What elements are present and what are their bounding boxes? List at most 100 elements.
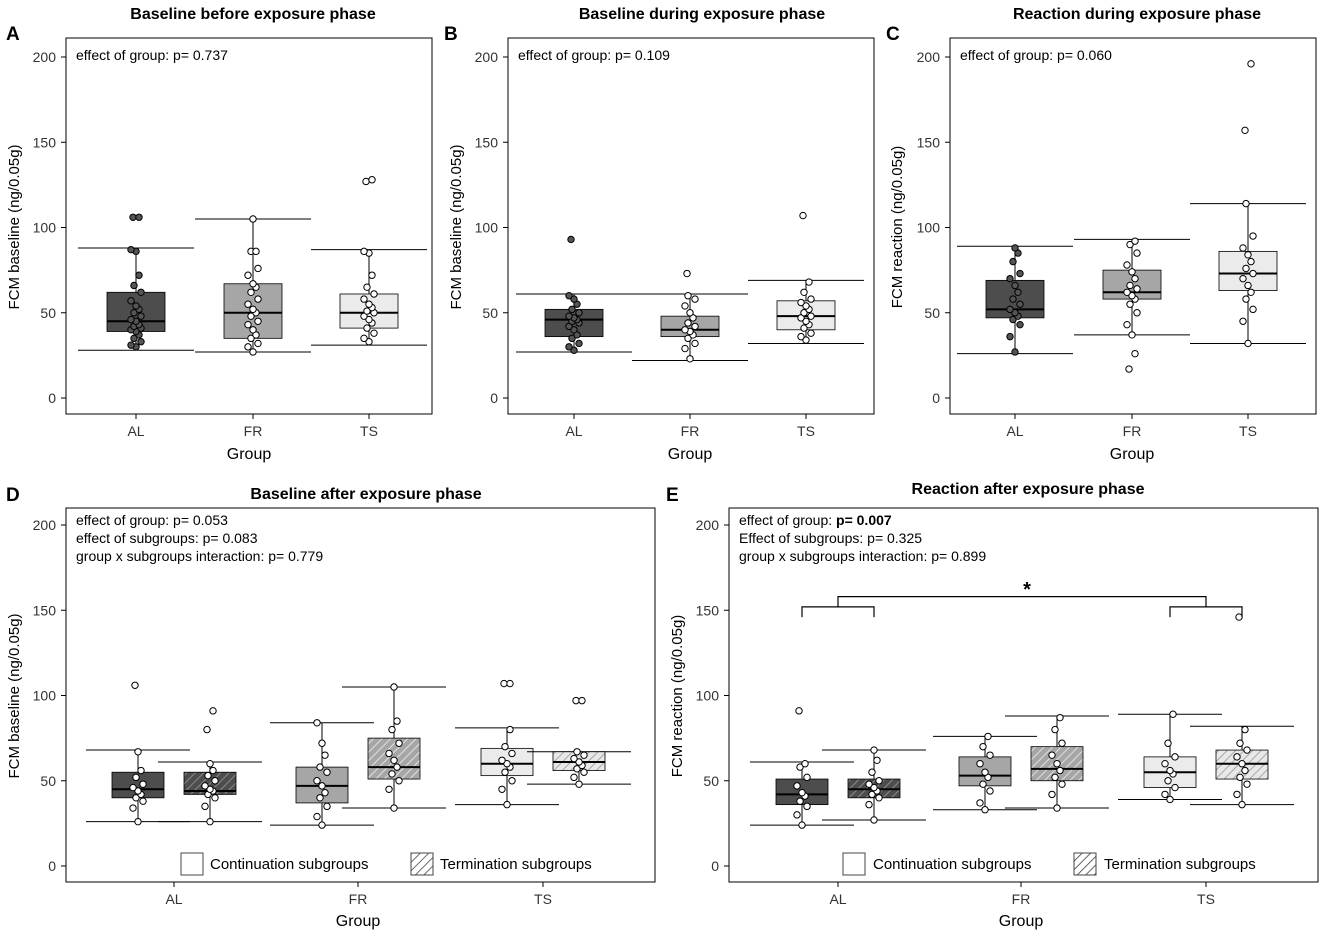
panel-d-ytick-label-4: 200 [33,517,57,533]
panel-d-box-fr-hatch-point-9 [393,717,401,725]
panel-b-ytick-label-4: 200 [475,49,499,65]
panel-c-box-al-solid-point-12 [1016,269,1024,278]
panel-a-annotation-0: effect of group: p= 0.737 [76,47,228,63]
panel-c-box-al-solid-point-5 [1011,309,1019,317]
panel-c-xtick-label-1: FR [1123,423,1142,439]
panel-b-box-fr-solid-point-12 [691,295,699,303]
panel-d-box-al-hatch-outlier-1 [209,707,217,715]
panel-d-box-fr-hatch-point-3 [388,770,396,778]
panel-d-box-fr-hatch-point-6 [385,749,393,758]
panel-e-box-fr-solid-point-7 [986,751,994,759]
panel-c-box-fr-solid-point-10 [1128,268,1136,276]
panel-e-box-ts-hatch-point-0 [1238,800,1246,809]
panel-e-box-al-solid-point-3 [796,797,804,805]
panel-e-bracket-right [1169,606,1243,618]
panel-c-box-al-solid-point-1 [1006,332,1014,341]
panel-b-box-al-solid-point-15 [570,295,578,303]
panel-e-box-al-hatch-point-5 [870,783,878,792]
panel-c-box-al-solid-point-6 [1006,305,1014,314]
panel-c-box-fr-solid-point-11 [1123,261,1131,269]
panel-c-box-ts-solid-point-0 [1244,339,1252,348]
panel-c-box-fr-solid-point-6 [1123,288,1131,296]
panel-c-ytick-label-1: 50 [924,305,940,321]
panel-b-box-ts-solid-point-11 [797,298,805,307]
panel-c-ylabel: FCM reaction (ng/0.05g) [889,146,906,309]
panel-e-ylabel: FCM reaction (ng/0.05g) [669,615,686,778]
panel-d-box-al-hatch-point-6 [201,782,209,790]
panel-c-box-ts-solid-point-5 [1244,281,1252,290]
panel-a-box-fr-solid-point-1 [244,343,252,351]
panel-e-xlabel: Group [999,913,1044,930]
panel-b-box-al-solid-point-3 [568,334,576,343]
panel-e-ytick-label-3: 150 [696,602,720,618]
panel-a-xlabel: Group [227,446,272,463]
panel-a-ylabel: FCM baseline (ng/0.05g) [6,144,23,309]
panel-b-box-al-solid-point-13 [568,305,576,314]
panel-e-xtick-label-1: FR [1012,891,1031,907]
panel-b-ytick-label-2: 100 [475,220,499,236]
panel-b-box-ts-solid-point-8 [800,309,808,317]
panel-e-box-fr-hatch-point-3 [1051,773,1059,782]
panel-c-box-ts-solid-outlier-1 [1247,60,1255,68]
panel-c-xtick-label-2: TS [1239,423,1257,439]
panel-d-box-ts-solid-point-6 [498,756,506,764]
panel-a-box-fr-solid-point-13 [247,288,255,296]
panel-e-box-al-solid-point-7 [803,773,811,782]
panel-a-plot: 0 50 100 150 200 AL FR TS [33,37,433,439]
panel-d-frame [65,507,656,883]
panel-d-annotation-2-prefix: group x subgroups interaction: [76,548,268,564]
panel-e-box-fr-hatch-point-2 [1058,780,1066,788]
panel-c-box-ts-solid-point-12 [1249,232,1257,240]
panel-b-box-fr-solid-point-1 [681,344,689,353]
panel-b-xtick-label-2: TS [797,423,815,439]
panel-d-box-al-solid-point-7 [139,780,147,788]
panel-e-box-al-solid-outlier-0 [795,707,803,715]
panel-d-ylabel: FCM baseline (ng/0.05g) [6,613,23,778]
panel-d-ytick-label-0: 0 [48,858,56,874]
panel-c-box-ts-solid-point-11 [1239,244,1247,252]
panel-c-box-ts-solid-point-6 [1239,274,1247,283]
panel-e-annotation-1: Effect of subgroups: p= 0.325 [739,530,922,546]
panel-e-box-ts-hatch-point-6 [1233,753,1241,761]
panel-d-box-al-hatch-point-10 [206,760,214,768]
panel-e-box-ts-hatch-point-2 [1243,780,1251,788]
panel-a-box-al-solid-point-2 [137,338,145,346]
panel-d-box-al-hatch-point-1 [201,802,209,811]
panel-d-box-ts-hatch-outlier-1 [578,696,586,705]
panel-c-box-al-solid-point-2 [1016,320,1024,329]
panel-a-box-ts-solid-point-3 [363,324,371,332]
panel-c-box-fr-solid-point-3 [1126,300,1134,308]
panel-c-xlabel: Group [1110,446,1155,463]
panel-e-box-fr-solid-point-1 [976,799,984,807]
panel-a-annotation-0-prefix: effect of group: [76,47,173,63]
panel-a-box-fr-solid-point-19 [252,247,260,256]
panel-d-box-al-hatch-point-2 [211,794,219,802]
panel-a-box-al-solid-point-15 [132,302,140,310]
panel-a-box-ts-solid-outlier-0 [362,177,370,186]
panel-c-box-fr-solid-outlier-1 [1131,349,1139,358]
panel-b-box-fr-solid-point-11 [681,302,689,310]
panel-c-box-ts-solid-point-7 [1249,269,1257,278]
panel-a-box-ts-solid-point-8 [363,307,371,315]
panel-e-annotation-0: effect of group: p= 0.007 [739,512,892,528]
panel-d-box-al-solid-point-5 [134,787,142,795]
panel-d-box-ts-hatch-point-3 [573,765,581,773]
panel-c-box-ts-solid-outlier-0 [1241,126,1249,135]
panel-d-box-ts-solid-point-3 [501,768,509,776]
panel-b-box-ts-solid-point-14 [805,278,813,286]
panel-d-box-al-hatch-outlier-0 [203,725,211,734]
panel-d-letter: D [6,485,20,506]
panel-e: Reaction after exposure phase E effect o… [666,481,1319,930]
panel-a-box-ts-solid-point-0 [365,338,373,346]
panel-a-box-fr-solid-point-10 [249,305,257,314]
panel-d-box-fr-solid-point-7 [323,768,331,776]
panel-d-legend-swatch-continuation [180,852,204,876]
panel-b-box-ts-solid-point-0 [802,336,810,344]
panel-e-box-fr-solid-point-5 [981,768,989,776]
panel-d-box-ts-hatch-outlier-0 [572,696,580,705]
panel-d-box-fr-solid-point-4 [321,788,329,797]
panel-e-box-ts-hatch-point-8 [1236,739,1244,747]
panel-d-annotation-1-value: p= 0.083 [203,530,258,546]
panel-e-letter: E [666,485,679,506]
panel-c-ytick-label-2: 100 [917,220,941,236]
